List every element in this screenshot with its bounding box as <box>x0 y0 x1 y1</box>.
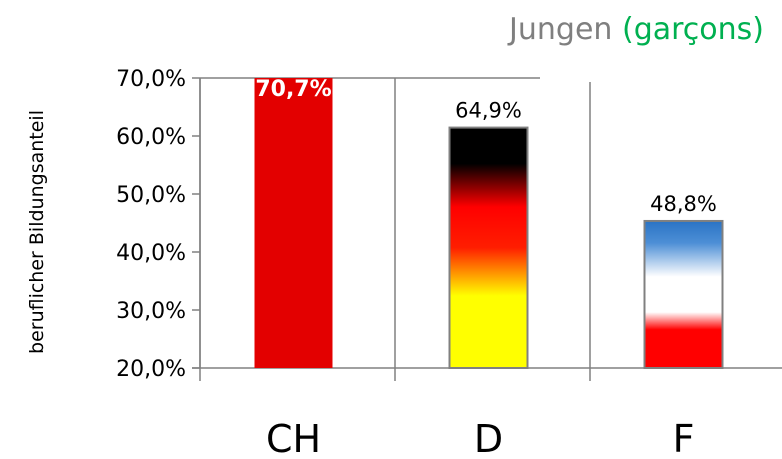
y-tick-label: 50,0% <box>116 183 186 208</box>
value-label-f: 48,8% <box>650 192 717 216</box>
category-label-d: D <box>474 417 503 459</box>
y-tick-label: 40,0% <box>116 241 186 266</box>
category-label-ch: CH <box>266 417 321 459</box>
bar-f <box>643 219 724 369</box>
chart-title-main: Jungen <box>509 12 613 47</box>
category-label-f: F <box>673 417 695 459</box>
chart-title-suffix: (garçons) <box>621 12 764 47</box>
y-tick-label: 30,0% <box>116 299 186 324</box>
value-label-ch: 70,7% <box>255 77 331 102</box>
y-tick-label: 20,0% <box>116 357 186 382</box>
y-tick-label: 70,0% <box>116 67 186 92</box>
value-label-d: 64,9% <box>455 99 522 123</box>
bar-d <box>448 126 529 369</box>
title-backdrop <box>540 74 782 82</box>
y-tick-label: 60,0% <box>116 125 186 150</box>
bar-ch <box>254 78 333 368</box>
chart-title: Jungen (garçons) <box>509 12 764 47</box>
